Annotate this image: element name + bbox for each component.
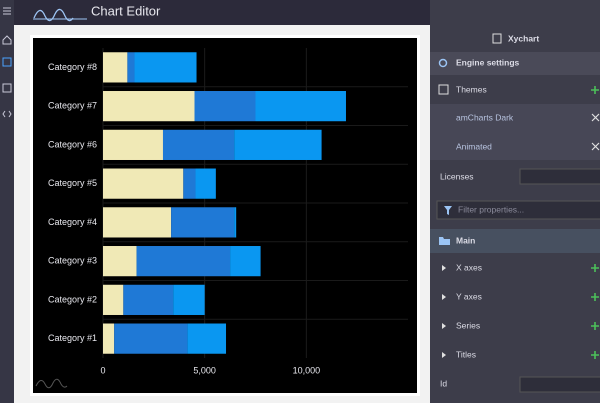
edit-icon <box>438 84 449 95</box>
editor-icon[interactable] <box>2 57 12 67</box>
themes-label: Themes <box>456 84 487 94</box>
sidebar <box>0 0 14 403</box>
watermark <box>35 378 68 389</box>
filter-icon <box>444 206 452 215</box>
panel-header: Xychart <box>508 33 539 43</box>
theme-item: amCharts Dark <box>456 112 514 122</box>
bar-segment <box>173 284 205 315</box>
main-section[interactable]: Main <box>456 235 475 245</box>
category-label: Category #2 <box>48 294 97 304</box>
bar-segment <box>194 91 256 122</box>
menu-icon[interactable] <box>3 7 11 15</box>
add-property[interactable] <box>591 264 599 272</box>
property-label: Series <box>456 320 480 330</box>
folder-icon <box>439 237 450 245</box>
theme-list <box>430 104 600 160</box>
bar-segment <box>136 246 231 277</box>
theme-item: Animated <box>456 141 492 151</box>
remove-theme[interactable] <box>591 142 600 151</box>
bar-segment <box>171 207 235 238</box>
bar-segment <box>183 168 196 199</box>
bar-segment <box>234 207 237 238</box>
main-row[interactable] <box>430 229 600 253</box>
bar-segment <box>195 168 216 199</box>
bar-segment <box>127 52 135 83</box>
remove-theme[interactable] <box>591 113 600 122</box>
property-label: Y axes <box>456 291 482 301</box>
bar-segment <box>103 284 124 315</box>
bar-segment <box>103 52 128 83</box>
gear-icon <box>438 58 448 68</box>
bar-segment <box>123 284 174 315</box>
data-icon[interactable] <box>2 83 12 93</box>
licenses-label: Licenses <box>440 171 474 181</box>
engine-row[interactable] <box>430 52 600 75</box>
bar-segment <box>103 168 184 199</box>
code-icon[interactable] <box>2 110 12 118</box>
id-input[interactable] <box>519 376 600 393</box>
filter-placeholder: Filter properties... <box>458 204 524 214</box>
add-property[interactable] <box>591 351 599 359</box>
bar-segment <box>134 52 197 83</box>
category-label: Category #1 <box>48 333 97 343</box>
category-label: Category #7 <box>48 101 97 111</box>
top-bar <box>14 0 430 25</box>
bar-segment <box>255 91 346 122</box>
category-label: Category #6 <box>48 139 97 149</box>
x-tick-label: 10,000 <box>293 365 321 375</box>
category-label: Category #5 <box>48 178 97 188</box>
bar-segment <box>230 246 261 277</box>
bar-segment <box>103 129 163 160</box>
property-label: Titles <box>456 349 476 359</box>
category-label: Category #4 <box>48 217 97 227</box>
add-property[interactable] <box>591 322 599 330</box>
engine-settings[interactable]: Engine settings <box>456 57 520 67</box>
add-property[interactable] <box>591 293 599 301</box>
x-tick-label: 0 <box>100 365 105 375</box>
expand-arrow <box>442 352 446 358</box>
licenses-input[interactable] <box>519 168 600 185</box>
home-icon[interactable] <box>2 35 12 45</box>
property-label: X axes <box>456 262 482 272</box>
add-theme[interactable] <box>591 86 599 94</box>
expand-arrow <box>442 265 446 271</box>
chart-icon <box>492 33 502 44</box>
filter-input[interactable] <box>436 200 600 220</box>
bar-segment <box>103 91 195 122</box>
bar-segment <box>162 129 235 160</box>
id-label: Id <box>440 378 447 388</box>
bar-segment <box>187 323 227 354</box>
bar-segment <box>103 207 172 238</box>
bar-segment <box>103 323 115 354</box>
app-title: Chart Editor <box>91 3 161 18</box>
bar-segment <box>103 246 137 277</box>
category-label: Category #8 <box>48 62 97 72</box>
expand-arrow <box>442 294 446 300</box>
bar-segment <box>114 323 188 354</box>
x-tick-label: 5,000 <box>193 365 216 375</box>
category-label: Category #3 <box>48 256 97 266</box>
expand-arrow <box>442 323 446 329</box>
bar-segment <box>234 129 322 160</box>
